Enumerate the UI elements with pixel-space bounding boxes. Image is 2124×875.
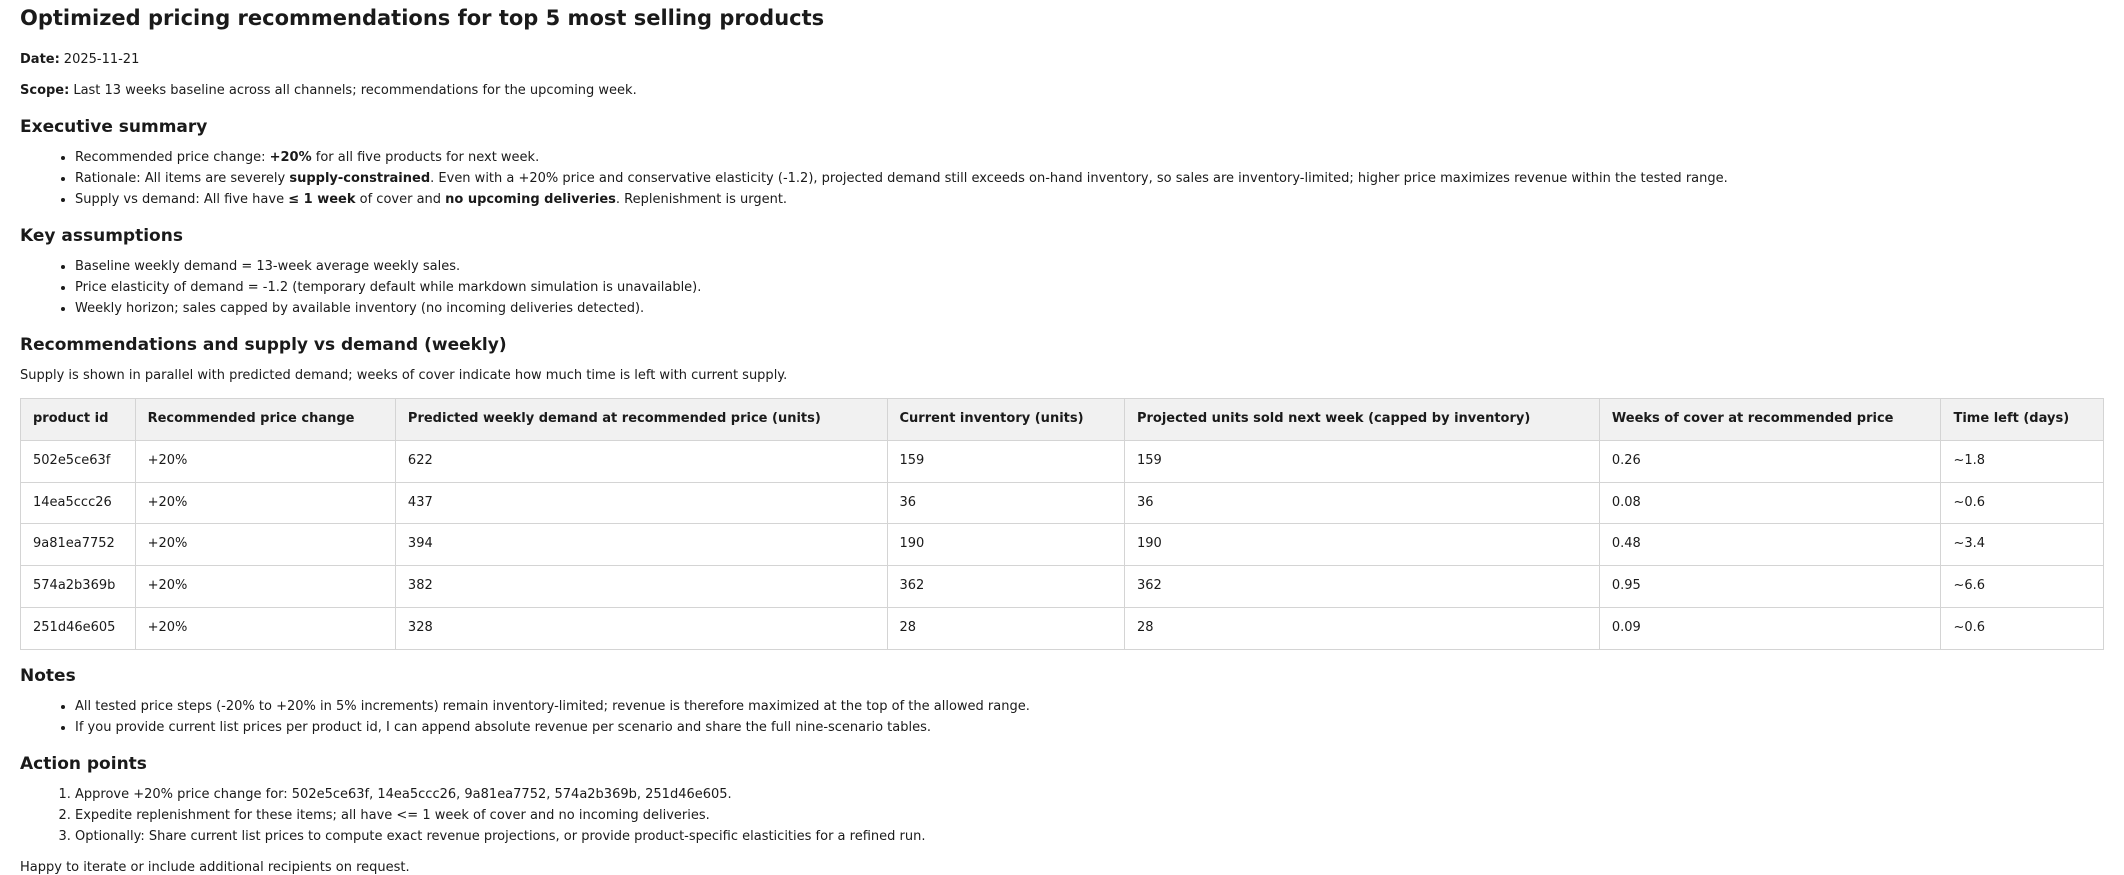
- cell-weeks-of-cover: 0.26: [1598, 439, 1942, 483]
- cell-predicted-demand: 328: [394, 607, 888, 651]
- key-assumption-horizon: Weekly horizon; sales capped by availabl…: [75, 300, 2104, 319]
- action-point-approve: Approve +20% price change for: 502e5ce63…: [75, 786, 2104, 805]
- col-header-time-left: Time left (days): [1940, 397, 2104, 441]
- executive-summary-heading: Executive summary: [20, 116, 208, 137]
- cell-product-id: 502e5ce63f: [20, 439, 136, 483]
- cell-price-change: +20%: [134, 439, 396, 483]
- key-assumptions-list: Baseline weekly demand = 13-week average…: [20, 258, 2104, 319]
- page-title: Optimized pricing recommendations for to…: [20, 6, 825, 30]
- note-price-steps: All tested price steps (-20% to +20% in …: [75, 698, 2104, 717]
- closing-line: Happy to iterate or include additional r…: [20, 860, 410, 875]
- cell-price-change: +20%: [134, 565, 396, 609]
- cell-current-inventory: 36: [886, 481, 1125, 525]
- date-line: Date: 2025-11-21: [20, 51, 2104, 70]
- table-row: 251d46e605 +20% 328 28 28 0.09 ~0.6: [20, 607, 2104, 651]
- cell-time-left: ~3.4: [1940, 523, 2104, 567]
- col-header-weeks-of-cover: Weeks of cover at recommended price: [1598, 397, 1942, 441]
- cell-predicted-demand: 622: [394, 439, 888, 483]
- cell-current-inventory: 362: [886, 565, 1125, 609]
- date-label: Date:: [20, 52, 60, 68]
- table-row: 9a81ea7752 +20% 394 190 190 0.48 ~3.4: [20, 523, 2104, 567]
- cell-product-id: 251d46e605: [20, 607, 136, 651]
- cell-price-change: +20%: [134, 481, 396, 525]
- scope-label: Scope:: [20, 83, 70, 99]
- cell-predicted-demand: 437: [394, 481, 888, 525]
- table-row: 574a2b369b +20% 382 362 362 0.95 ~6.6: [20, 565, 2104, 609]
- executive-summary-bullet-rationale: Rationale: All items are severely supply…: [75, 170, 2104, 189]
- cell-projected-units: 28: [1123, 607, 1600, 651]
- cell-projected-units: 362: [1123, 565, 1600, 609]
- col-header-current-inventory: Current inventory (units): [886, 397, 1125, 441]
- date-value: 2025-11-21: [63, 52, 140, 68]
- cell-time-left: ~6.6: [1940, 565, 2104, 609]
- cell-time-left: ~0.6: [1940, 607, 2104, 651]
- cell-current-inventory: 28: [886, 607, 1125, 651]
- notes-list: All tested price steps (-20% to +20% in …: [20, 698, 2104, 738]
- table-row: 14ea5ccc26 +20% 437 36 36 0.08 ~0.6: [20, 481, 2104, 525]
- cell-product-id: 574a2b369b: [20, 565, 136, 609]
- executive-summary-bullet-supply-vs-demand: Supply vs demand: All five have ≤ 1 week…: [75, 191, 2104, 210]
- action-points-list: Approve +20% price change for: 502e5ce63…: [20, 786, 2104, 847]
- cell-time-left: ~1.8: [1940, 439, 2104, 483]
- cell-weeks-of-cover: 0.48: [1598, 523, 1942, 567]
- col-header-recommended-price-change: Recommended price change: [134, 397, 396, 441]
- action-point-optionally: Optionally: Share current list prices to…: [75, 828, 2104, 847]
- cell-weeks-of-cover: 0.09: [1598, 607, 1942, 651]
- notes-heading: Notes: [20, 666, 76, 687]
- cell-weeks-of-cover: 0.95: [1598, 565, 1942, 609]
- action-points-heading: Action points: [20, 754, 147, 775]
- cell-projected-units: 190: [1123, 523, 1600, 567]
- col-header-predicted-weekly-demand: Predicted weekly demand at recommended p…: [394, 397, 888, 441]
- cell-predicted-demand: 394: [394, 523, 888, 567]
- executive-summary-list: Recommended price change: +20% for all f…: [20, 149, 2104, 210]
- scope-value: Last 13 weeks baseline across all channe…: [73, 83, 637, 99]
- scope-line: Scope: Last 13 weeks baseline across all …: [20, 82, 2104, 101]
- note-list-prices: If you provide current list prices per p…: [75, 719, 2104, 738]
- recommendations-table: product id Recommended price change Pred…: [20, 397, 2104, 651]
- cell-price-change: +20%: [134, 523, 396, 567]
- col-header-projected-units-sold: Projected units sold next week (capped b…: [1123, 397, 1600, 441]
- cell-price-change: +20%: [134, 607, 396, 651]
- table-row: 502e5ce63f +20% 622 159 159 0.26 ~1.8: [20, 439, 2104, 483]
- cell-product-id: 9a81ea7752: [20, 523, 136, 567]
- cell-time-left: ~0.6: [1940, 481, 2104, 525]
- recommendations-intro: Supply is shown in parallel with predict…: [20, 368, 788, 384]
- cell-current-inventory: 190: [886, 523, 1125, 567]
- cell-product-id: 14ea5ccc26: [20, 481, 136, 525]
- cell-current-inventory: 159: [886, 439, 1125, 483]
- cell-weeks-of-cover: 0.08: [1598, 481, 1942, 525]
- key-assumptions-heading: Key assumptions: [20, 225, 183, 246]
- key-assumption-baseline: Baseline weekly demand = 13-week average…: [75, 258, 2104, 277]
- col-header-product-id: product id: [20, 397, 136, 441]
- cell-predicted-demand: 382: [394, 565, 888, 609]
- table-header-row: product id Recommended price change Pred…: [20, 397, 2104, 441]
- executive-summary-bullet-price-change: Recommended price change: +20% for all f…: [75, 149, 2104, 168]
- recommendations-heading: Recommendations and supply vs demand (we…: [20, 334, 507, 355]
- action-point-expedite: Expedite replenishment for these items; …: [75, 807, 2104, 826]
- cell-projected-units: 159: [1123, 439, 1600, 483]
- key-assumption-elasticity: Price elasticity of demand = -1.2 (tempo…: [75, 279, 2104, 298]
- cell-projected-units: 36: [1123, 481, 1600, 525]
